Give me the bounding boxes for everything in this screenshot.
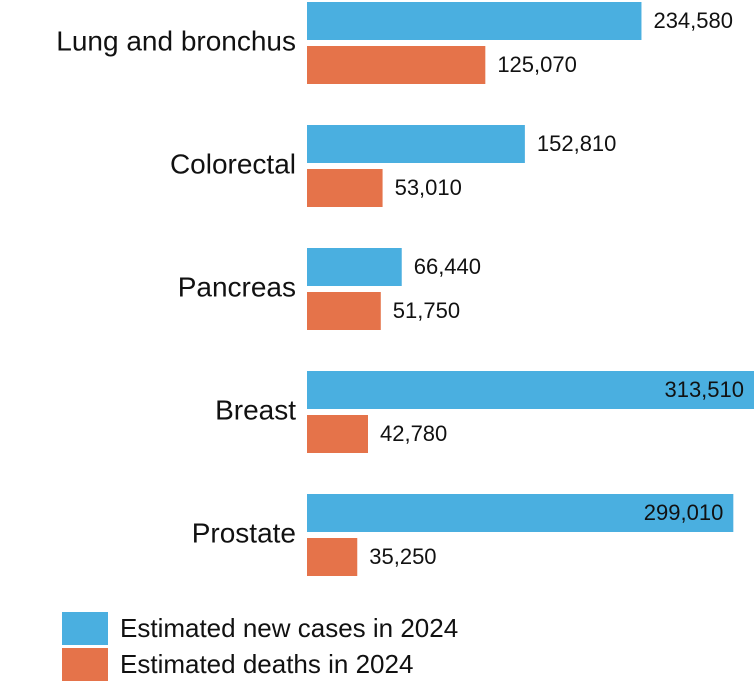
category-label: Pancreas (178, 271, 296, 302)
value-label: 125,070 (497, 52, 577, 77)
legend-swatch (62, 612, 108, 645)
value-label: 152,810 (537, 131, 617, 156)
legend-label: Estimated new cases in 2024 (120, 613, 458, 643)
category-label: Lung and bronchus (56, 25, 296, 56)
legend-swatch (62, 648, 108, 681)
bar (307, 125, 525, 163)
value-label: 53,010 (395, 175, 462, 200)
value-label: 42,780 (380, 421, 447, 446)
value-label: 35,250 (369, 544, 436, 569)
bar (307, 292, 381, 330)
bar (307, 46, 486, 84)
value-label: 66,440 (414, 254, 481, 279)
legend-label: Estimated deaths in 2024 (120, 649, 413, 679)
value-label: 313,510 (664, 377, 744, 402)
value-label: 234,580 (653, 8, 733, 33)
bar (307, 415, 368, 453)
value-label: 51,750 (393, 298, 460, 323)
bar (307, 371, 754, 409)
category-label: Colorectal (170, 148, 296, 179)
value-label: 299,010 (644, 500, 724, 525)
bar (307, 2, 642, 40)
bar (307, 169, 383, 207)
bar (307, 538, 358, 576)
bar (307, 494, 734, 532)
category-label: Breast (215, 394, 296, 425)
category-label: Prostate (192, 517, 296, 548)
bar (307, 248, 402, 286)
